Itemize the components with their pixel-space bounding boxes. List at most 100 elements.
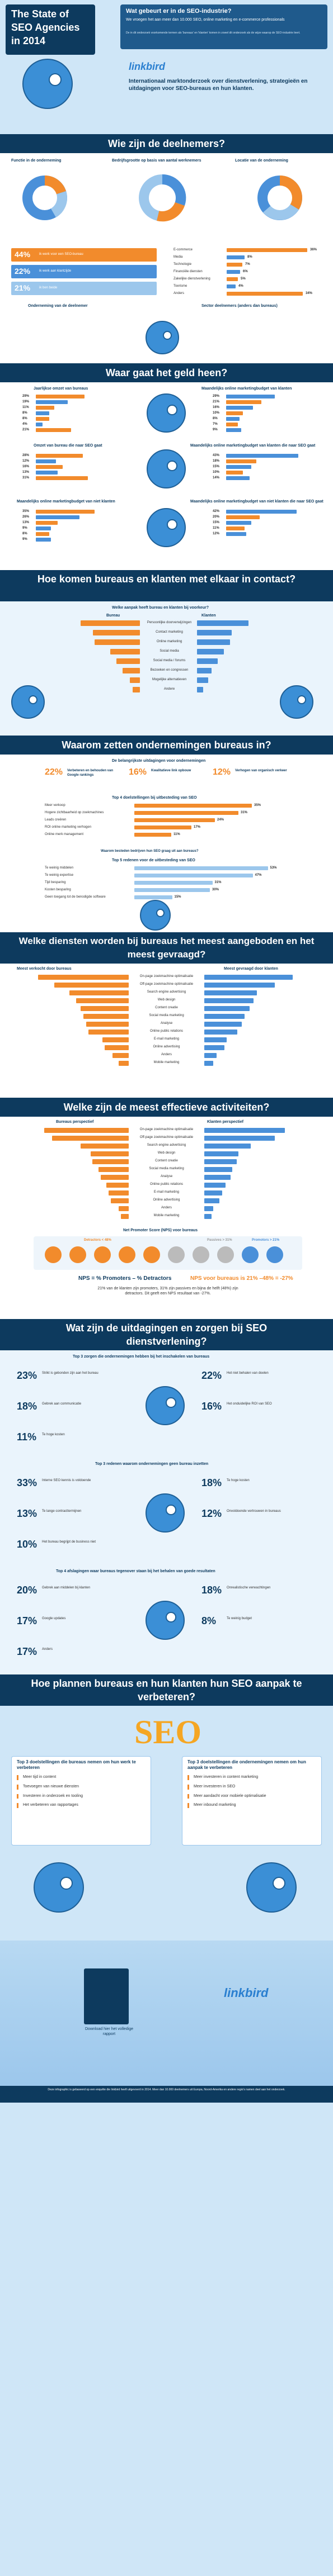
ch-q2-bird <box>146 1493 185 1533</box>
why-q4-bar <box>134 888 210 892</box>
contact-klant-bar <box>197 668 212 673</box>
role-pct: 21% <box>15 283 31 292</box>
money-c3-title: Omzet van bureau die naar SEO gaat <box>34 444 102 448</box>
contact-bureau-bar <box>110 649 140 654</box>
plans-bird-left <box>34 1862 84 1913</box>
plans-brand: linkbird <box>224 1986 269 2000</box>
sector-label: Toerisme <box>173 284 187 288</box>
contact-section: Welke aanpak heeft bureau en klanten bij… <box>0 601 333 736</box>
money-c4-bars: 43% 18% 15% 10% 14% <box>213 454 302 487</box>
services-right-bar <box>204 1030 238 1035</box>
money-bird-3 <box>147 508 186 547</box>
why-q2-label: Hogere zichtbaarheid op zoekmachines <box>45 811 104 814</box>
money-c6-bar <box>226 515 260 519</box>
nps-title: Net Promoter Score (NPS) voor bureaus <box>123 1228 198 1232</box>
header-question: Wat gebeurt er in de SEO-industrie? <box>126 8 232 15</box>
contact-bureau-bar <box>130 677 140 683</box>
effective-right-bar <box>204 1206 214 1211</box>
contact-row-label: Social media <box>160 649 179 653</box>
nps-bird <box>168 1246 185 1263</box>
effective-left-bar <box>110 1198 129 1203</box>
money-c1-bar <box>36 411 49 415</box>
ch-q1-pct: 11% <box>17 1431 37 1443</box>
services-right-bar <box>204 1022 242 1027</box>
why-q4-bars: Te weinig middelen 53% Te weinig expertise… <box>45 866 280 905</box>
effective-left-title: Bureaus perspectief <box>56 1120 94 1124</box>
services-row-label: Social media marketing <box>149 1014 184 1017</box>
ch-q3-pct: 17% <box>17 1615 37 1626</box>
effective-right-bar <box>204 1167 233 1172</box>
why-top-pct: 16% <box>129 767 147 777</box>
plans-right-title: Top 3 doelstellingen die ondernemingen n… <box>187 1759 306 1770</box>
header-note: De in dit onderzoek voorkomende termen a… <box>126 31 301 35</box>
services-left-bar <box>83 1014 129 1019</box>
contact-bureau-bar <box>123 668 140 673</box>
contact-rows: Persoonlijke doorverwijzingen Contact mar… <box>56 620 280 699</box>
money-c6-value: 15% <box>213 521 220 524</box>
effective-right-bar <box>204 1175 231 1180</box>
role-caption: Onderneming van de deelnemer <box>28 304 88 308</box>
why-q2-value: 11% <box>173 833 180 836</box>
ch-q3-pct: 20% <box>17 1584 37 1596</box>
plans-left-title: Top 3 doelstellingen die bureaus nemen o… <box>17 1759 136 1770</box>
nps-bird <box>119 1246 135 1263</box>
effective-row-label: Search engine advertising <box>147 1144 186 1147</box>
ch-q2-pct: 13% <box>17 1508 37 1519</box>
title-line1: The State of <box>11 8 69 20</box>
why-q2-bars: Meer verkoop 35% Hogere zichtbaarheid op z… <box>45 804 280 843</box>
plans-section: SEO Top 3 doelstellingen die bureaus nem… <box>0 1706 333 2576</box>
contact-bird-left <box>11 685 45 719</box>
why-top-pct: 22% <box>45 767 63 777</box>
contact-klant-bar <box>197 687 203 692</box>
sector-bar <box>227 263 242 267</box>
report-card[interactable] <box>84 1968 129 2024</box>
money-c4-bar <box>226 471 243 475</box>
contact-klant-bar <box>197 639 231 645</box>
section-band-5: Welke diensten worden bij bureaus het me… <box>0 932 333 964</box>
services-right-bar <box>204 1045 224 1050</box>
participants-chart1-title: Functie in de onderneming <box>11 159 62 163</box>
nps-formula: NPS = % Promoters – % Detractors <box>78 1275 172 1282</box>
role-text: ik ben beide <box>39 286 58 290</box>
money-c3-bars: 28% 12% 16% 13% 31% <box>22 454 112 487</box>
services-row-label: E-mail marketing <box>153 1037 179 1041</box>
sector-caption: Sector deelnemers (anders dan bureaus) <box>201 304 278 308</box>
services-right-bar <box>204 990 257 995</box>
why-q4: Top 5 redenen voor de uitbesteding van S… <box>112 858 195 862</box>
services-left-bar <box>104 1045 129 1050</box>
participants-section: Functie in de onderneming Bedrijfsgroott… <box>0 153 333 363</box>
effective-row-label: Web design <box>157 1151 176 1155</box>
services-right-bar <box>204 1037 227 1042</box>
contact-klant-bar <box>197 658 218 664</box>
contact-bureau-bar <box>94 639 140 645</box>
plans-right-box <box>182 1756 322 1846</box>
sector-label: Media <box>173 255 183 259</box>
money-c2-bar <box>226 417 240 421</box>
effective-left-bar <box>52 1136 129 1141</box>
services-row-label: Web design <box>157 998 176 1002</box>
contact-klant-bar <box>197 630 232 635</box>
why-q2-label: Online merk management <box>45 833 84 836</box>
contact-klant-bar <box>197 649 224 654</box>
ch-q3-text: Anders <box>42 1648 53 1651</box>
plans-left-item: Toevoegen van nieuwe diensten <box>17 1784 146 1790</box>
money-c2-value: 8% <box>213 417 218 420</box>
section-title-4: Waarom zetten ondernemingen bureaus in? <box>62 739 271 751</box>
money-c5-value: 13% <box>22 521 30 524</box>
effective-left-bar <box>109 1190 129 1196</box>
money-c2-bar <box>226 423 238 426</box>
header-intro: We vroegen het aan meer dan 10.000 SEO, … <box>126 18 285 22</box>
why-q2-bar <box>134 811 238 815</box>
money-c1-title: Jaarlijkse omzet van bureaus <box>34 387 88 391</box>
effective-right-bar <box>204 1136 275 1141</box>
why-q2: Top 4 doelstellingen bij uitbesteding va… <box>112 796 197 800</box>
title-box <box>6 4 95 55</box>
section-title-2: Waar gaat het geld heen? <box>105 367 228 378</box>
money-c3-value: 13% <box>22 471 30 474</box>
effective-row-label: Anders <box>161 1206 172 1209</box>
role-row: 44% ik werk voor een SEO-bureau <box>11 248 157 262</box>
money-c5-value: 9% <box>22 538 27 541</box>
money-c5-value: 9% <box>22 526 27 530</box>
section-title-7: Wat zijn de uitdagingen en zorgen bij SE… <box>65 1322 268 1347</box>
download-text[interactable]: Download hier het volledige rapport <box>85 2027 133 2036</box>
